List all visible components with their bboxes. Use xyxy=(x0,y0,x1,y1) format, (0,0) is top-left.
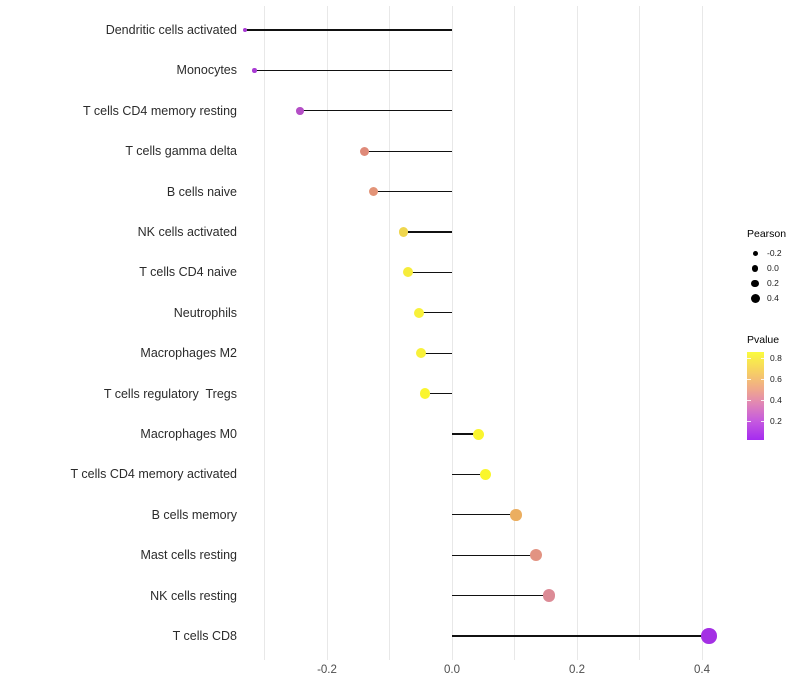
data-point xyxy=(473,428,485,440)
category-label: T cells CD8 xyxy=(172,629,237,643)
x-tick-label: 0.2 xyxy=(569,664,585,676)
pvalue-color-legend: Pvalue 0.8 0.6 0.4 0.2 xyxy=(746,334,800,444)
category-label: Macrophages M0 xyxy=(140,427,237,441)
lollipop-stem xyxy=(408,271,452,274)
gridline xyxy=(576,6,578,660)
legend-key-dot xyxy=(752,251,758,256)
colorbar-tick-label: 0.4 xyxy=(770,395,782,405)
category-label: Mast cells resting xyxy=(140,548,237,563)
lollipop-stem xyxy=(452,554,536,556)
colorbar-tick-label: 0.6 xyxy=(770,374,782,384)
legend-key-dot xyxy=(751,279,759,288)
pearson-size-legend: Pearson -0.2 0.0 0.2 0.4 xyxy=(746,228,786,306)
pvalue-legend-title: Pvalue xyxy=(747,334,780,346)
legend-key-label: 0.0 xyxy=(767,263,779,273)
colorbar-tick-label: 0.8 xyxy=(770,353,782,363)
lollipop-stem xyxy=(452,473,486,476)
data-point xyxy=(243,28,248,32)
colorbar-tick-label: 0.2 xyxy=(770,416,782,426)
data-point xyxy=(479,468,491,480)
legend-key-label: 0.2 xyxy=(767,278,779,288)
category-label: T cells CD4 memory resting xyxy=(83,103,237,118)
data-point xyxy=(510,509,522,521)
data-point xyxy=(419,388,431,399)
lollipop-stem xyxy=(452,433,479,435)
gridline xyxy=(326,6,328,660)
lollipop-stem xyxy=(452,635,709,637)
category-label: B cells naive xyxy=(166,184,237,199)
pearson-legend-entries: -0.2 0.0 0.2 0.4 xyxy=(746,246,786,306)
category-label: T cells regulatory Tregs xyxy=(103,386,237,401)
x-tick-label: 0.0 xyxy=(444,664,460,676)
category-label: NK cells activated xyxy=(137,225,237,239)
lollipop-stem xyxy=(364,150,452,152)
category-label: NK cells resting xyxy=(150,588,237,603)
colorbar-tick xyxy=(760,421,764,422)
data-point xyxy=(296,107,304,115)
colorbar-tick xyxy=(747,358,751,359)
data-point xyxy=(360,146,369,156)
x-tick-label: -0.2 xyxy=(317,664,337,676)
lollipop-stem xyxy=(420,352,452,354)
pvalue-colorbar xyxy=(747,352,764,440)
data-point xyxy=(369,187,379,197)
category-label: Dendritic cells activated xyxy=(105,23,237,37)
data-point xyxy=(403,267,414,278)
data-point xyxy=(542,589,556,602)
gridline xyxy=(389,6,390,660)
lollipop-stem xyxy=(245,29,452,31)
colorbar-tick xyxy=(760,358,764,359)
legend-key-dot xyxy=(750,294,760,303)
lollipop-stem xyxy=(373,190,452,193)
legend-key-label: -0.2 xyxy=(767,248,782,258)
category-label: B cells memory xyxy=(151,507,237,522)
lollipop-stem xyxy=(452,594,549,597)
legend-key-label: 0.4 xyxy=(767,293,779,303)
data-point xyxy=(415,348,426,359)
data-point xyxy=(701,628,717,644)
category-label: Monocytes xyxy=(176,63,237,78)
pearson-legend-entry: 0.2 xyxy=(746,276,800,291)
colorbar-tick xyxy=(760,400,764,401)
data-point xyxy=(529,549,542,562)
pvalue-colorbar-wrap: 0.8 0.6 0.4 0.2 xyxy=(746,352,800,444)
lollipop-stem xyxy=(300,110,452,112)
category-label: Macrophages M2 xyxy=(140,346,237,361)
legend-key-dot xyxy=(751,265,759,272)
gridline xyxy=(701,6,703,660)
x-tick-label: 0.4 xyxy=(694,664,710,676)
colorbar-tick xyxy=(760,379,764,380)
pearson-legend-entry: -0.2 xyxy=(746,246,800,261)
lollipop-stem xyxy=(254,69,452,72)
data-point xyxy=(413,307,424,318)
category-label: T cells gamma delta xyxy=(125,144,237,159)
pearson-legend-title: Pearson xyxy=(747,228,787,240)
colorbar-tick xyxy=(747,379,751,380)
category-label: Neutrophils xyxy=(173,305,237,320)
lollipop-stem xyxy=(403,231,452,233)
colorbar-tick xyxy=(747,400,751,401)
lollipop-stem xyxy=(418,312,452,314)
pearson-legend-entry: 0.0 xyxy=(746,261,800,276)
lollipop-stem xyxy=(452,514,516,516)
gridline xyxy=(639,6,640,660)
lollipop-stem xyxy=(425,392,452,395)
gridline xyxy=(514,6,515,660)
gridline xyxy=(264,6,265,660)
data-point xyxy=(398,227,408,237)
colorbar-tick xyxy=(747,421,751,422)
category-label: T cells CD4 naive xyxy=(139,265,237,280)
gridline xyxy=(451,6,453,660)
data-point xyxy=(252,68,257,73)
pearson-legend-entry: 0.4 xyxy=(746,291,800,306)
category-label: T cells CD4 memory activated xyxy=(70,467,238,482)
